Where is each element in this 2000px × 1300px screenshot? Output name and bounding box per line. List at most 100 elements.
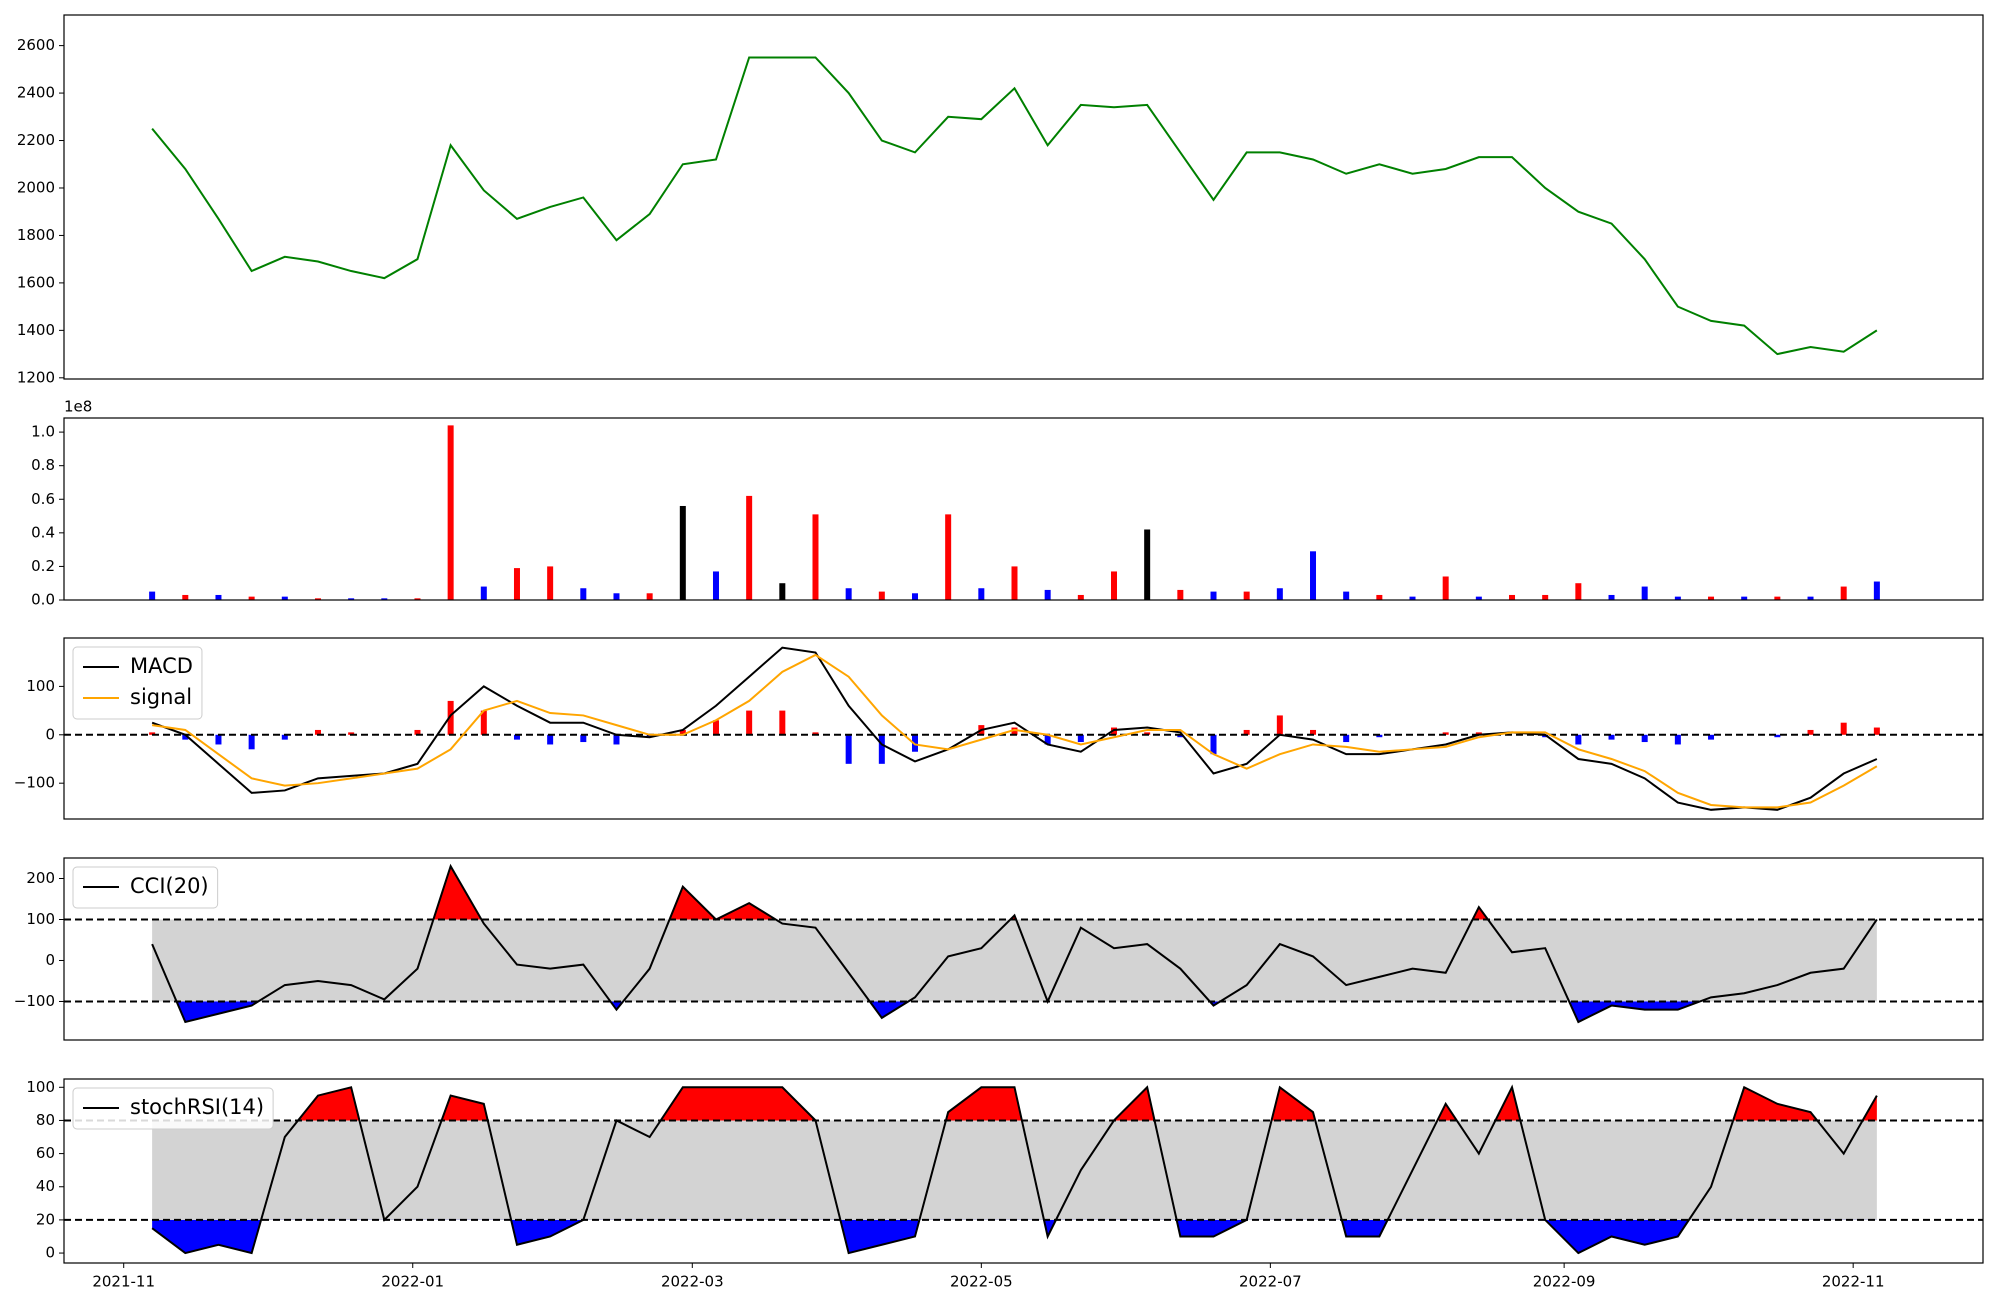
x-tick-label: 2022-03: [661, 1273, 724, 1291]
bar: [547, 566, 554, 600]
bar: [1807, 596, 1814, 600]
bar: [646, 593, 653, 600]
legend-label: CCI(20): [130, 874, 209, 898]
bar: [1774, 596, 1781, 600]
bar: [1475, 596, 1482, 600]
bar: [1243, 591, 1250, 600]
bar: [182, 594, 189, 600]
histogram-bar: [513, 734, 520, 740]
y-tick-label: 2000: [17, 178, 55, 196]
y-tick-label: 2600: [17, 36, 55, 54]
histogram-bar: [149, 732, 156, 735]
histogram-bar: [1144, 732, 1151, 735]
bar: [978, 588, 985, 600]
bar: [348, 598, 355, 600]
y-tick-label: 100: [26, 910, 55, 928]
y-tick-label: 0: [45, 725, 55, 743]
panel: −100 0 100 200 CCI(20): [14, 857, 1984, 1041]
bar: [281, 596, 288, 600]
histogram-bar: [1774, 734, 1781, 738]
histogram-bar: [845, 734, 852, 764]
histogram-bar: [547, 734, 554, 745]
bar: [1276, 588, 1283, 600]
legend-label: stochRSI(14): [130, 1095, 264, 1119]
x-tick-label: 2022-01: [381, 1273, 444, 1291]
histogram-bar: [215, 734, 222, 745]
histogram-bar: [1177, 734, 1184, 738]
bar: [1376, 594, 1383, 600]
legend: CCI(20): [72, 866, 219, 909]
line: [151, 1084, 1878, 1255]
y-tick-label: 0.6: [31, 490, 55, 508]
histogram-bar: [812, 732, 819, 735]
x-tick-label: 2022-09: [1533, 1273, 1596, 1291]
bar: [779, 583, 786, 600]
bar: [878, 591, 885, 600]
line: [151, 646, 1878, 811]
y-tick-label: 0.4: [31, 523, 55, 541]
y-tick-label: 40: [36, 1177, 55, 1195]
histogram-bar: [348, 732, 355, 735]
bar: [314, 598, 321, 600]
bar: [1177, 589, 1184, 600]
x-tick-label: 2022-11: [1822, 1273, 1885, 1291]
bar: [1608, 594, 1615, 600]
histogram-bar: [1608, 734, 1615, 740]
histogram-bar: [314, 729, 321, 735]
legend-label: MACD: [130, 654, 193, 678]
bar: [1542, 594, 1549, 600]
bar: [480, 586, 487, 600]
x-tick-label: 2022-07: [1239, 1273, 1302, 1291]
bar: [1741, 596, 1748, 600]
bar: [712, 571, 719, 600]
y-tick-label: −100: [14, 774, 55, 792]
bar: [613, 593, 620, 600]
lower-fill: [152, 1219, 1689, 1254]
legend-box: [72, 646, 203, 720]
bar: [1077, 594, 1084, 600]
y-tick-label: 0.2: [31, 557, 55, 575]
threshold-band: [152, 1120, 1877, 1220]
histogram-bar: [1243, 729, 1250, 735]
histogram-bar: [447, 700, 454, 735]
bar: [149, 591, 156, 600]
bar: [911, 593, 918, 600]
bar: [1144, 529, 1151, 600]
line: [151, 56, 1878, 356]
bar: [1310, 551, 1317, 600]
y-tick-label: 1600: [17, 273, 55, 291]
y-tick-label: 2200: [17, 131, 55, 149]
y-tick-label: 80: [36, 1111, 55, 1129]
histogram-bar: [1343, 734, 1350, 743]
histogram-bar: [613, 734, 620, 745]
bar: [812, 514, 819, 600]
line: [151, 863, 1878, 1024]
bar: [580, 588, 587, 600]
bar: [679, 505, 686, 600]
legend-box: [72, 866, 219, 909]
histogram-bar: [580, 734, 587, 743]
bar: [1409, 596, 1416, 600]
histogram-bar: [281, 734, 288, 740]
bar: [1011, 566, 1018, 600]
axes-frame: [63, 14, 1984, 380]
histogram-bar: [779, 710, 786, 735]
histogram-bar: [1840, 722, 1847, 735]
y-tick-label: 0.8: [31, 456, 55, 474]
panel: 1200 1400 1600 1800 2000 2200 2400 2600: [17, 14, 1984, 386]
bar: [1509, 594, 1516, 600]
bar: [945, 514, 952, 600]
histogram-bar: [1376, 734, 1383, 738]
bar: [1708, 596, 1715, 600]
histogram-bar: [1111, 727, 1118, 735]
bar: [248, 596, 255, 600]
bar: [513, 568, 520, 600]
y-tick-label: 200: [26, 869, 55, 887]
bar: [1575, 583, 1582, 600]
axes-frame: [63, 417, 1984, 601]
histogram-bar: [1873, 727, 1880, 735]
histogram-bar: [1641, 734, 1648, 743]
y-tick-label: −100: [14, 992, 55, 1010]
